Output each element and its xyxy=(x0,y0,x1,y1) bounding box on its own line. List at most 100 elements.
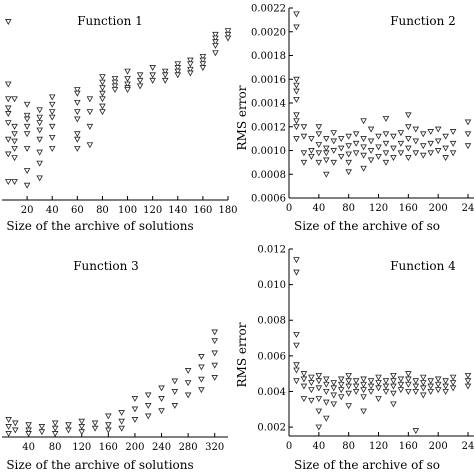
data-point xyxy=(382,383,390,390)
x-tick-label: 200 xyxy=(429,203,448,214)
data-point xyxy=(300,383,308,390)
data-point xyxy=(419,380,427,386)
data-point xyxy=(293,257,300,264)
panel-1-x-axis-label: Size of the archive of solutions xyxy=(6,219,193,233)
data-point xyxy=(149,77,156,84)
data-point xyxy=(323,399,330,406)
data-point xyxy=(315,408,323,415)
data-point xyxy=(300,396,308,403)
data-point xyxy=(337,387,345,394)
data-point xyxy=(427,383,435,390)
data-point xyxy=(449,385,457,392)
data-point xyxy=(211,362,218,369)
x-tick-label: 320 xyxy=(205,442,224,453)
data-point xyxy=(382,131,390,138)
data-point xyxy=(86,109,94,116)
data-point xyxy=(405,376,412,383)
data-point xyxy=(11,131,18,138)
data-point xyxy=(198,387,205,394)
data-point xyxy=(464,143,472,150)
data-point xyxy=(4,120,12,127)
data-point xyxy=(464,372,472,379)
data-point xyxy=(4,105,12,112)
data-point xyxy=(323,381,330,388)
data-point xyxy=(315,131,323,138)
data-point xyxy=(323,150,330,157)
data-point xyxy=(330,138,338,145)
data-point xyxy=(174,72,182,79)
data-point xyxy=(308,387,315,394)
data-point xyxy=(300,124,308,131)
data-point xyxy=(315,150,323,157)
data-point xyxy=(397,381,405,388)
x-tick-label: 80 xyxy=(342,441,355,452)
x-tick-label: 280 xyxy=(179,442,198,453)
data-point xyxy=(405,124,412,131)
y-tick-label: 0.010 xyxy=(257,280,286,291)
data-point xyxy=(74,90,81,97)
data-point xyxy=(144,392,152,399)
data-point xyxy=(397,376,405,383)
data-point xyxy=(300,159,308,166)
data-point xyxy=(25,422,32,429)
data-point xyxy=(118,410,125,416)
panel-3-points xyxy=(5,329,218,437)
data-point xyxy=(367,378,375,385)
data-point xyxy=(184,380,192,387)
data-point xyxy=(323,136,330,143)
data-point xyxy=(315,142,323,148)
data-point xyxy=(367,157,375,164)
data-point xyxy=(293,269,300,276)
x-tick-label: 140 xyxy=(168,205,187,216)
data-point xyxy=(293,118,300,125)
data-point xyxy=(300,150,308,157)
y-tick-label: 0.0014 xyxy=(251,99,286,110)
data-point xyxy=(323,415,330,422)
data-point xyxy=(375,374,382,381)
data-point xyxy=(337,394,345,401)
data-point xyxy=(442,133,449,140)
y-tick-label: 0.012 xyxy=(257,245,286,256)
data-point xyxy=(390,145,397,152)
data-point xyxy=(293,11,300,18)
data-point xyxy=(300,371,308,378)
data-point xyxy=(405,381,412,388)
data-point xyxy=(427,150,435,157)
data-point xyxy=(337,136,345,143)
data-point xyxy=(308,397,315,404)
panel-function-2: Function 2 0 40 80 120 160 200 24 0.0006 0.0008… xyxy=(235,4,474,233)
data-point xyxy=(11,123,18,130)
data-point xyxy=(12,427,19,434)
panel-function-3: Function 3 40 80 120 160 200 240 280 320 Size o… xyxy=(2,259,228,472)
data-point xyxy=(330,401,338,408)
data-point xyxy=(184,392,192,399)
panel-1-x-ticks: 20 40 60 80 100 120 140 160 180 xyxy=(21,196,238,216)
data-point xyxy=(375,153,382,160)
data-point xyxy=(51,431,59,437)
data-point xyxy=(105,413,112,420)
x-tick-label: 160 xyxy=(399,441,418,452)
x-tick-label: 160 xyxy=(99,442,118,453)
data-point xyxy=(23,101,31,108)
data-point xyxy=(23,116,31,123)
data-point xyxy=(124,81,131,88)
x-tick-label: 80 xyxy=(96,205,109,216)
data-point xyxy=(212,35,219,42)
data-point xyxy=(345,151,352,158)
data-point xyxy=(74,116,81,123)
data-point xyxy=(161,68,169,75)
panel-function-1: Function 1 20 40 60 80 100 120 140 160 180 Size … xyxy=(2,14,238,233)
data-point xyxy=(144,403,152,409)
data-point xyxy=(199,57,207,64)
y-tick-label: 0.0016 xyxy=(251,75,286,86)
data-point xyxy=(375,385,382,392)
data-point xyxy=(74,100,81,106)
data-point xyxy=(382,159,390,166)
data-point xyxy=(149,65,156,71)
data-point xyxy=(224,28,232,35)
y-tick-label: 0.0010 xyxy=(251,146,286,157)
y-tick-label: 0.0008 xyxy=(251,170,286,181)
panel-2-y-ticks: 0.0006 0.0008 0.0010 0.0012 0.0014 0.0016 0.00… xyxy=(251,4,293,205)
data-point xyxy=(434,381,442,388)
data-point xyxy=(412,138,420,145)
